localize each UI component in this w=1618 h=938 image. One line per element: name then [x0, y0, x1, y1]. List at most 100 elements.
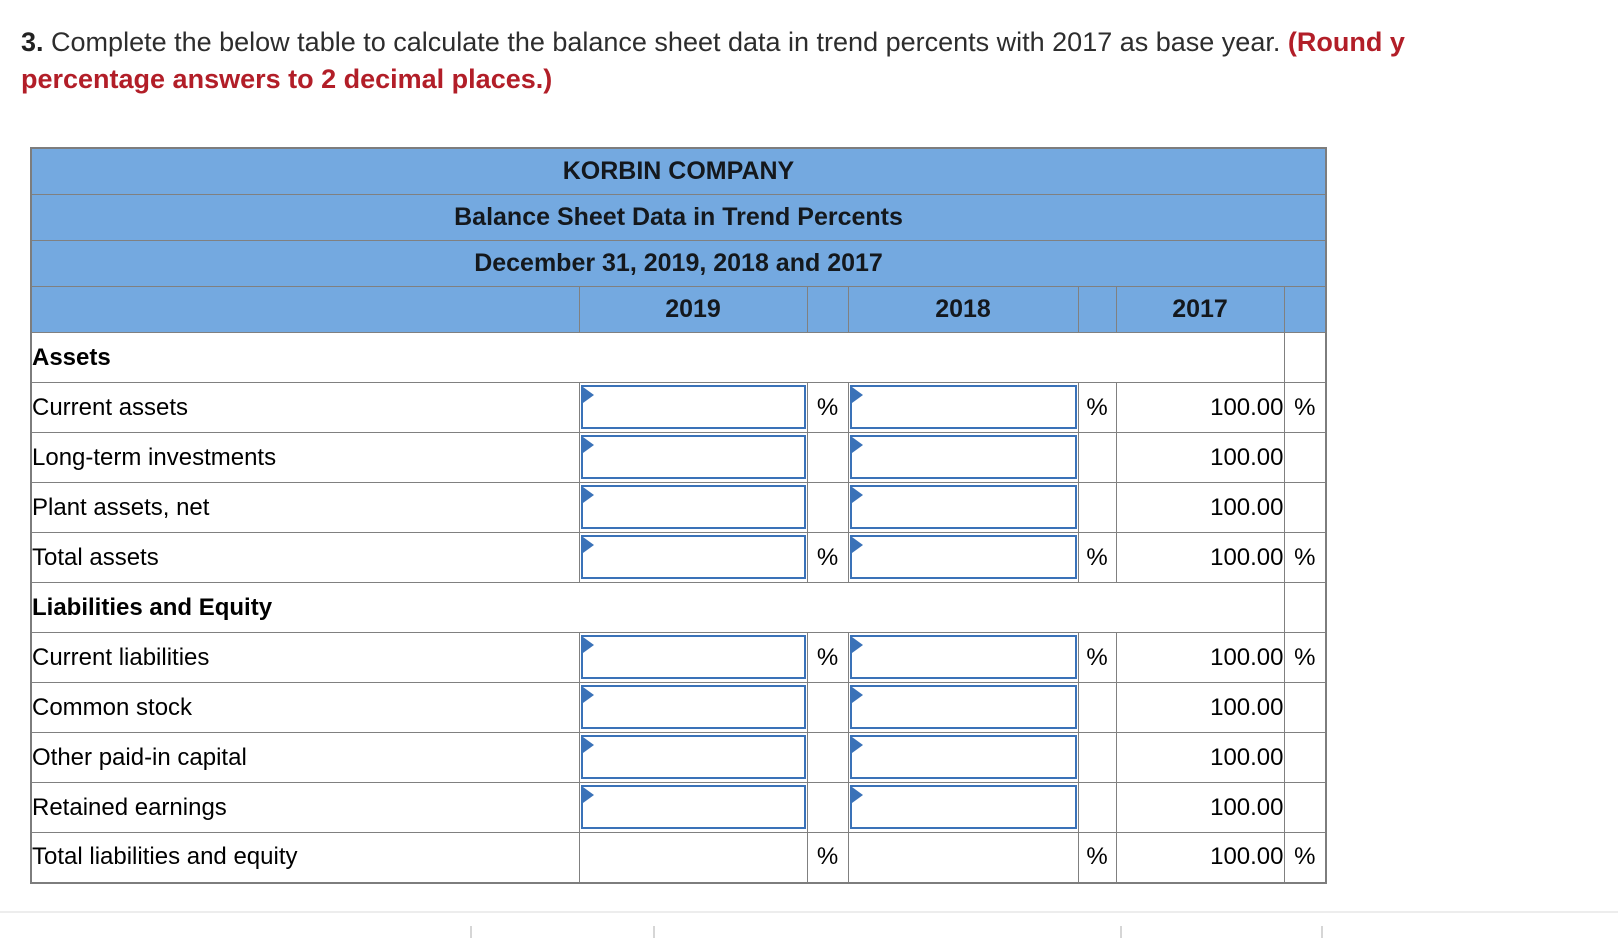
answer-input-2018-current-assets[interactable]: [849, 385, 1077, 429]
cell-2019-retained-earnings: [578, 782, 808, 833]
question-number: 3.: [21, 27, 44, 57]
question-instruction: 3. Complete the below table to calculate…: [21, 24, 1618, 98]
cell-2019-total-assets: [578, 532, 808, 583]
table-row-long-term-investments: Long-term investments 100.00: [30, 432, 1327, 483]
answer-input-2019-current-liabilities[interactable]: [580, 635, 806, 679]
cell-2018-long-term-investments: [847, 432, 1079, 483]
percent-cell-2017-current-assets: %: [1283, 382, 1327, 433]
percent-cell-2019-retained-earnings: [806, 782, 849, 833]
percent-cell-2017-other-paid-in-capital: [1283, 732, 1327, 783]
percent-cell-2019-other-paid-in-capital: [806, 732, 849, 783]
next-table-edge: [1120, 926, 1122, 938]
cell-2019-other-paid-in-capital: [578, 732, 808, 783]
answer-input-2018-retained-earnings[interactable]: [849, 785, 1077, 829]
balance-sheet-table: KORBIN COMPANY Balance Sheet Data in Tre…: [30, 147, 1327, 884]
year-header-2018: 2018: [847, 286, 1079, 333]
percent-column-header: [806, 286, 849, 333]
percent-cell-2019-total-assets: %: [806, 532, 849, 583]
percent-cell-2018-retained-earnings: [1077, 782, 1117, 833]
next-table-edge: [470, 926, 472, 938]
percent-cell-2017-retained-earnings: [1283, 782, 1327, 833]
percent-cell-2017-total-liabilities-and-equity: %: [1283, 832, 1327, 883]
cell-2019-common-stock: [578, 682, 808, 733]
cell-2019-current-liabilities: [578, 632, 808, 683]
section-label-liabilities-and-equity: Liabilities and Equity: [30, 582, 1285, 633]
percent-cell-2018-current-liabilities: %: [1077, 632, 1117, 683]
next-table-edge: [1321, 926, 1323, 938]
value-2017-total-assets: 100.00: [1115, 532, 1285, 583]
instruction-text: Complete the below table to calculate th…: [51, 27, 1281, 57]
table-row-assets: Assets: [30, 332, 1327, 383]
answer-input-2018-plant-assets-net[interactable]: [849, 485, 1077, 529]
cell-marker-icon: [851, 787, 863, 803]
year-header-2017: 2017: [1115, 286, 1285, 333]
value-2017-common-stock: 100.00: [1115, 682, 1285, 733]
cell-2019-long-term-investments: [578, 432, 808, 483]
value-2017-current-liabilities: 100.00: [1115, 632, 1285, 683]
cell-2018-current-liabilities: [847, 632, 1079, 683]
percent-cell-2019-current-assets: %: [806, 382, 849, 433]
instruction-note-start: (Round y: [1287, 27, 1405, 57]
row-label-retained-earnings: Retained earnings: [30, 782, 580, 833]
answer-input-2018-common-stock[interactable]: [849, 685, 1077, 729]
value-2017-total-liabilities-and-equity: 100.00: [1115, 832, 1285, 883]
cell-2018-other-paid-in-capital: [847, 732, 1079, 783]
cell-2018-total-liabilities-and-equity: [847, 832, 1079, 883]
answer-input-2018-total-assets[interactable]: [849, 535, 1077, 579]
value-2017-retained-earnings: 100.00: [1115, 782, 1285, 833]
cell-marker-icon: [851, 687, 863, 703]
row-label-common-stock: Common stock: [30, 682, 580, 733]
instruction-note-line-2: percentage answers to 2 decimal places.): [21, 64, 553, 94]
company-name: KORBIN COMPANY: [30, 147, 1327, 195]
cell-marker-icon: [851, 437, 863, 453]
next-table-edge: [653, 926, 655, 938]
table-title-row-report: Balance Sheet Data in Trend Percents: [30, 194, 1327, 241]
percent-cell-2018-plant-assets-net: [1077, 482, 1117, 533]
answer-input-2019-long-term-investments[interactable]: [580, 435, 806, 479]
percent-cell-2018-long-term-investments: [1077, 432, 1117, 483]
row-label-total-assets: Total assets: [30, 532, 580, 583]
cell-2018-current-assets: [847, 382, 1079, 433]
table-row-current-liabilities: Current liabilities%% 100.00%: [30, 632, 1327, 683]
cell-marker-icon: [851, 387, 863, 403]
table-title-row-dates: December 31, 2019, 2018 and 2017: [30, 240, 1327, 287]
year-header-2019: 2019: [578, 286, 808, 333]
percent-cell-2018-total-liabilities-and-equity: %: [1077, 832, 1117, 883]
report-title: Balance Sheet Data in Trend Percents: [30, 194, 1327, 241]
percent-cell: [1283, 332, 1327, 383]
cell-marker-icon: [851, 487, 863, 503]
percent-cell-2018-other-paid-in-capital: [1077, 732, 1117, 783]
table-row-plant-assets-net: Plant assets, net 100.00: [30, 482, 1327, 533]
answer-input-2019-retained-earnings[interactable]: [580, 785, 806, 829]
percent-cell-2017-plant-assets-net: [1283, 482, 1327, 533]
cell-2019-total-liabilities-and-equity: [578, 832, 808, 883]
cell-marker-icon: [582, 387, 594, 403]
section-label-assets: Assets: [30, 332, 1285, 383]
section-divider: [0, 911, 1618, 913]
year-header-row: 2019 2018 2017: [30, 286, 1327, 333]
table-row-liabilities-and-equity: Liabilities and Equity: [30, 582, 1327, 633]
percent-column-header: [1077, 286, 1117, 333]
answer-input-2019-plant-assets-net[interactable]: [580, 485, 806, 529]
percent-column-header: [1283, 286, 1327, 333]
percent-cell-2019-long-term-investments: [806, 432, 849, 483]
answer-input-2018-long-term-investments[interactable]: [849, 435, 1077, 479]
report-dates: December 31, 2019, 2018 and 2017: [30, 240, 1327, 287]
answer-input-2019-other-paid-in-capital[interactable]: [580, 735, 806, 779]
table-row-retained-earnings: Retained earnings 100.00: [30, 782, 1327, 833]
answer-input-2019-total-assets[interactable]: [580, 535, 806, 579]
table-row-total-liabilities-and-equity: Total liabilities and equity%% 100.00%: [30, 832, 1327, 883]
answer-input-2018-current-liabilities[interactable]: [849, 635, 1077, 679]
row-label-current-assets: Current assets: [30, 382, 580, 433]
cell-2018-plant-assets-net: [847, 482, 1079, 533]
answer-input-2019-current-assets[interactable]: [580, 385, 806, 429]
row-label-current-liabilities: Current liabilities: [30, 632, 580, 683]
answer-input-2019-common-stock[interactable]: [580, 685, 806, 729]
row-label-plant-assets-net: Plant assets, net: [30, 482, 580, 533]
value-2017-plant-assets-net: 100.00: [1115, 482, 1285, 533]
value-2017-long-term-investments: 100.00: [1115, 432, 1285, 483]
percent-cell-2019-current-liabilities: %: [806, 632, 849, 683]
table-row-current-assets: Current assets%% 100.00%: [30, 382, 1327, 433]
answer-input-2018-other-paid-in-capital[interactable]: [849, 735, 1077, 779]
cell-marker-icon: [851, 537, 863, 553]
